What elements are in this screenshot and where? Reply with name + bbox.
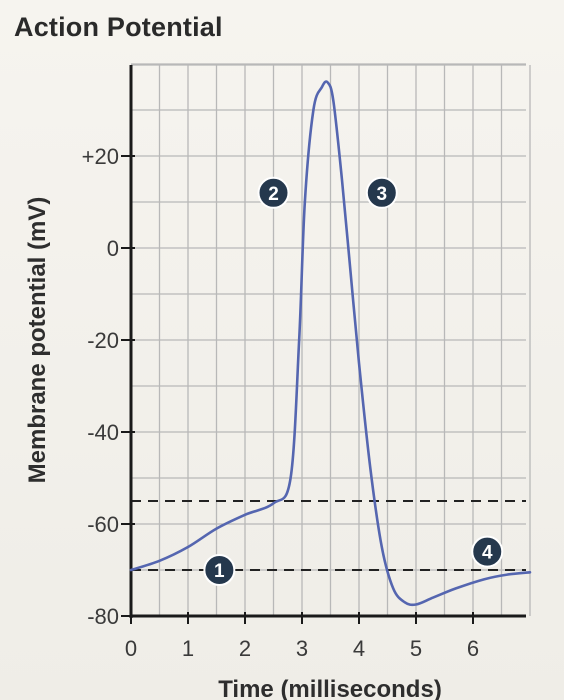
chart-title: Action Potential [14, 12, 223, 42]
grid [131, 63, 531, 616]
x-tick-label: 3 [296, 636, 308, 661]
phase-marker-3: 3 [365, 176, 398, 209]
x-tick-label: 0 [125, 636, 137, 661]
x-tick-label: 2 [239, 636, 251, 661]
phase-marker-circle [471, 535, 504, 568]
x-axis-title: Time (milliseconds) [218, 676, 442, 700]
y-tick-label: -60 [87, 512, 119, 537]
series-layer [129, 80, 532, 607]
x-tick-label: 1 [182, 636, 194, 661]
x-tick-label: 6 [467, 636, 479, 661]
phase-marker-2: 2 [257, 176, 290, 209]
phase-marker-4: 4 [471, 535, 504, 568]
y-tick-label: 0 [107, 236, 119, 261]
phase-marker-circle [203, 554, 236, 586]
phase-marker-label: 3 [377, 184, 388, 205]
y-axis-title: Membrane potential (mV) [24, 197, 51, 484]
y-tick-label: -20 [87, 328, 119, 353]
phase-marker-circle [365, 176, 398, 209]
action-potential-curve [129, 80, 532, 607]
x-tick-label: 5 [410, 636, 422, 661]
phase-marker-1: 1 [203, 554, 236, 586]
threshold-lines [131, 500, 526, 571]
y-tick-label: +20 [82, 144, 119, 169]
phase-marker-label: 1 [214, 561, 225, 582]
phase-marker-label: 4 [482, 543, 493, 564]
y-tick-label: -40 [87, 420, 119, 445]
annotations: 2 3 1 4 [203, 176, 504, 586]
phase-marker-label: 2 [268, 184, 279, 205]
x-tick-label: 4 [353, 636, 365, 661]
phase-marker-circle [257, 176, 290, 209]
axes: +200-20-40-60-800 1 2 3 4 5 6 [82, 65, 526, 661]
y-tick-label: -80 [87, 604, 119, 629]
